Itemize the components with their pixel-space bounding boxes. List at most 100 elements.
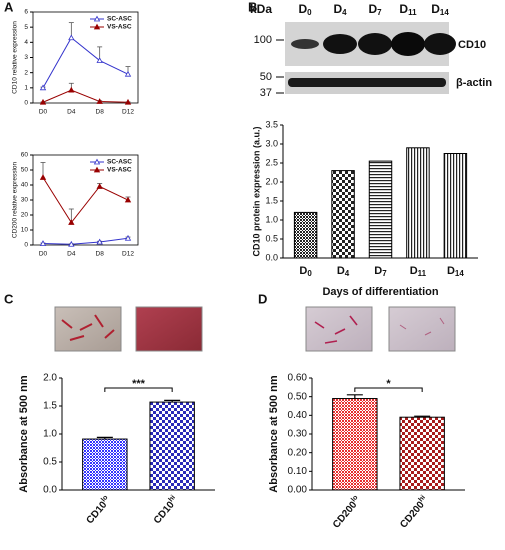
y-tick-label: 0.0 [43, 485, 57, 496]
x-tick-label: D14 [447, 265, 464, 278]
significance-label: * [386, 378, 391, 390]
x-tick-label: D12 [122, 251, 134, 258]
marker [68, 86, 75, 93]
y-tick-label: 0.50 [288, 391, 308, 402]
legend-marker [93, 15, 101, 22]
micrograph [388, 306, 456, 352]
legend-label: SC-ASC [107, 16, 132, 23]
y-tick-label: 10 [21, 227, 29, 234]
bar [406, 147, 430, 259]
x-tick-label-main: D [447, 265, 455, 277]
y-tick-label: 0 [24, 100, 28, 107]
significance-label: *** [132, 378, 146, 390]
y-tick-label: 50 [21, 167, 29, 174]
blot-lane-main: D [298, 2, 307, 16]
legend-label: VS-ASC [107, 24, 132, 31]
bar [443, 153, 468, 259]
marker [96, 183, 103, 189]
x-tick-label-sup: hi [418, 494, 427, 503]
y-tick-label: 2 [24, 69, 28, 76]
x-tick-label: D8 [96, 109, 105, 116]
x-tick-label: CD200hi [398, 494, 431, 530]
marker [124, 196, 132, 203]
blot-marker: 50 [260, 71, 272, 83]
stain [61, 314, 115, 341]
band [323, 34, 357, 54]
y-tick-label: 0.10 [288, 466, 308, 477]
stain [314, 315, 358, 344]
y-tick-label: 0.5 [43, 457, 57, 468]
blot-lane: D7 [368, 2, 382, 16]
x-tick-label: D12 [122, 109, 134, 116]
y-tick-label: 0.30 [288, 429, 308, 440]
y-tick-label: 2.0 [265, 176, 278, 186]
blot-lane-sub: 11 [408, 8, 417, 17]
x-tick-label: CD10hi [151, 494, 180, 526]
band [291, 39, 319, 49]
x-tick-label-sub: 7 [382, 269, 387, 278]
marker [68, 219, 75, 225]
blot-lane: D4 [333, 2, 347, 16]
marker [124, 70, 132, 77]
blot-lane-main: D [368, 2, 377, 16]
blot-lane: D0 [298, 2, 312, 16]
panel-letter: B [248, 0, 257, 14]
x-tick-label: D4 [67, 109, 76, 116]
x-tick-label: D8 [96, 251, 105, 258]
x-tick-label-sub: 0 [307, 269, 312, 278]
y-tick-label: 60 [21, 152, 29, 159]
x-axis-label: Days of differentiation [322, 286, 438, 298]
marker [124, 98, 132, 105]
marker [39, 98, 47, 105]
blot-marker: 100 [254, 34, 272, 46]
marker [68, 240, 75, 247]
x-tick-label-main: D [299, 265, 307, 277]
series-line [42, 89, 129, 103]
blot-lane-sub: 14 [440, 8, 449, 17]
y-tick-label: 3 [24, 54, 28, 61]
x-tick-label-sub: 11 [418, 269, 427, 278]
y-axis-label: CD10 relative expression [12, 21, 19, 94]
y-axis-label: CD10 protein expression (a.u.) [251, 126, 261, 256]
blot-protein: β-actin [456, 77, 492, 89]
bar [368, 160, 393, 259]
band [358, 33, 392, 55]
y-tick-label: 3.0 [265, 138, 278, 148]
marker [39, 84, 47, 91]
band [391, 32, 425, 56]
x-tick-label: D4 [67, 251, 76, 258]
series-line [42, 177, 129, 224]
bar [332, 398, 378, 491]
marker [96, 98, 103, 104]
x-tick-label: D7 [374, 265, 387, 278]
y-tick-label: 0.40 [288, 410, 308, 421]
y-tick-label: 40 [21, 182, 29, 189]
significance-bracket [354, 387, 423, 392]
bar [399, 416, 445, 491]
y-tick-label: 2.0 [43, 373, 57, 384]
legend-marker [93, 166, 101, 173]
panel-letter: A [4, 0, 14, 14]
y-tick-label: 2.5 [265, 157, 278, 167]
x-tick-label: D11 [410, 265, 427, 278]
x-tick-label-sub: 4 [345, 269, 350, 278]
y-tick-label: 1.0 [43, 429, 57, 440]
x-tick-label: CD200lo [330, 494, 363, 530]
y-tick-label: 0.00 [288, 485, 308, 496]
y-tick-label: 1.5 [43, 401, 57, 412]
blot-lane-main: D [333, 2, 342, 16]
blot-lane-sub: 7 [377, 8, 382, 17]
y-tick-label: 0.5 [265, 233, 278, 243]
band [288, 78, 446, 87]
panel-letter: D [258, 291, 267, 306]
legend-label: SC-ASC [107, 159, 132, 166]
series-line [42, 237, 129, 245]
y-tick-label: 5 [24, 24, 28, 31]
blot-lane: D14 [431, 2, 449, 16]
y-tick-label: 0.20 [288, 447, 308, 458]
bar [293, 211, 318, 259]
y-axis-label: Absorbance at 500 nm [18, 375, 30, 493]
x-tick-label-sup: lo [350, 494, 359, 503]
x-tick-label-main: D [410, 265, 418, 277]
